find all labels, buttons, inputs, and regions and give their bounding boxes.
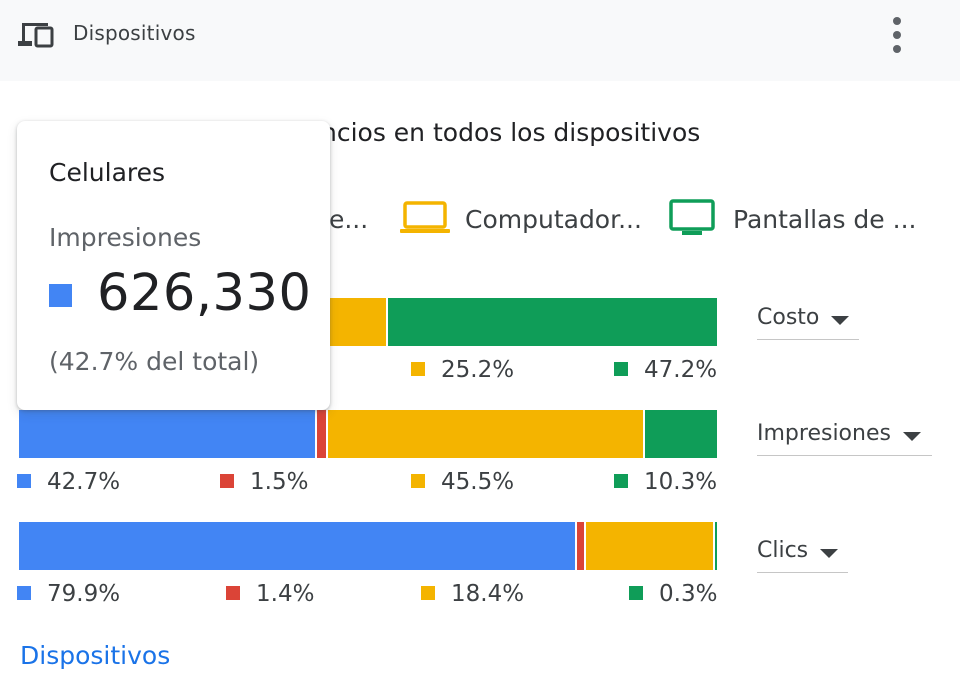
share-label-pantallas: 47.2% [614,357,717,383]
legend-label: Pantallas de ... [733,205,917,234]
share-label-celulares: 79.9% [17,581,120,607]
color-swatch [421,586,435,600]
legend-item-pantallas[interactable]: Pantallas de ... [668,196,916,240]
chart-title: ncios en todos los dispositivos [321,118,701,147]
share-value: 79.9% [47,581,121,607]
color-swatch [629,586,643,600]
metric-label: Costo [757,305,820,330]
tv-icon [669,199,715,235]
share-label-tablets: 1.5% [220,469,308,495]
laptop-icon [400,201,450,233]
chart-tooltip: Celulares Impresiones 626,330 (42.7% del… [17,121,330,410]
share-label-computadoras: 18.4% [421,581,524,607]
stacked-bar-impresiones[interactable] [19,410,717,458]
share-value: 18.4% [451,581,525,607]
bar-segment-pantallas[interactable] [714,522,717,570]
color-swatch [411,474,425,488]
bar-segment-computadoras[interactable] [327,410,644,458]
share-label-pantallas: 10.3% [614,469,717,495]
legend-label: Computador... [465,205,642,234]
caret-down-icon [903,432,921,441]
bar-segment-celulares[interactable] [19,522,575,570]
card-header: Dispositivos [0,0,960,81]
more-vert-icon[interactable] [884,15,910,55]
tooltip-color-swatch [49,284,72,307]
devices-icon [18,23,54,48]
share-value: 10.3% [644,469,718,495]
scrollbar[interactable] [960,0,973,696]
tooltip-metric: Impresiones [49,223,202,252]
bar-segment-tablets[interactable] [576,522,585,570]
share-label-pantallas: 0.3% [629,581,717,607]
share-value: 45.5% [441,469,515,495]
color-swatch [614,362,628,376]
color-swatch [226,586,240,600]
share-value: 1.5% [250,469,309,495]
share-value: 25.2% [441,357,515,383]
color-swatch [614,474,628,488]
metric-select-costo[interactable]: Costo [757,305,859,340]
share-value: 0.3% [659,581,718,607]
bar-segment-pantallas[interactable] [645,410,717,458]
metric-select-clics[interactable]: Clics [757,538,848,573]
color-swatch [411,362,425,376]
metric-select-impresiones[interactable]: Impresiones [757,421,932,456]
caret-down-icon [820,549,838,558]
bar-segment-tablets[interactable] [317,410,326,458]
dispositivos-link[interactable]: Dispositivos [20,641,171,670]
stacked-bar-clics[interactable] [19,522,717,570]
legend-item-computadoras[interactable]: Computador... [400,196,642,240]
share-value: 1.4% [256,581,315,607]
share-label-tablets: 1.4% [226,581,314,607]
bar-segment-pantallas[interactable] [387,298,717,346]
share-label-computadoras: 25.2% [411,357,514,383]
metric-label: Clics [757,538,809,563]
color-swatch [17,474,31,488]
tooltip-value: 626,330 [97,264,312,323]
tooltip-device: Celulares [49,158,166,187]
metric-label: Impresiones [757,421,891,446]
caret-down-icon [831,316,849,325]
share-label-computadoras: 45.5% [411,469,514,495]
share-label-celulares: 42.7% [17,469,120,495]
share-value: 42.7% [47,469,121,495]
tooltip-share: (42.7% del total) [49,347,260,376]
color-swatch [17,586,31,600]
color-swatch [220,474,234,488]
header-title: Dispositivos [73,21,196,45]
share-value: 47.2% [644,357,718,383]
bar-segment-celulares[interactable] [19,410,316,458]
bar-segment-computadoras[interactable] [586,522,713,570]
